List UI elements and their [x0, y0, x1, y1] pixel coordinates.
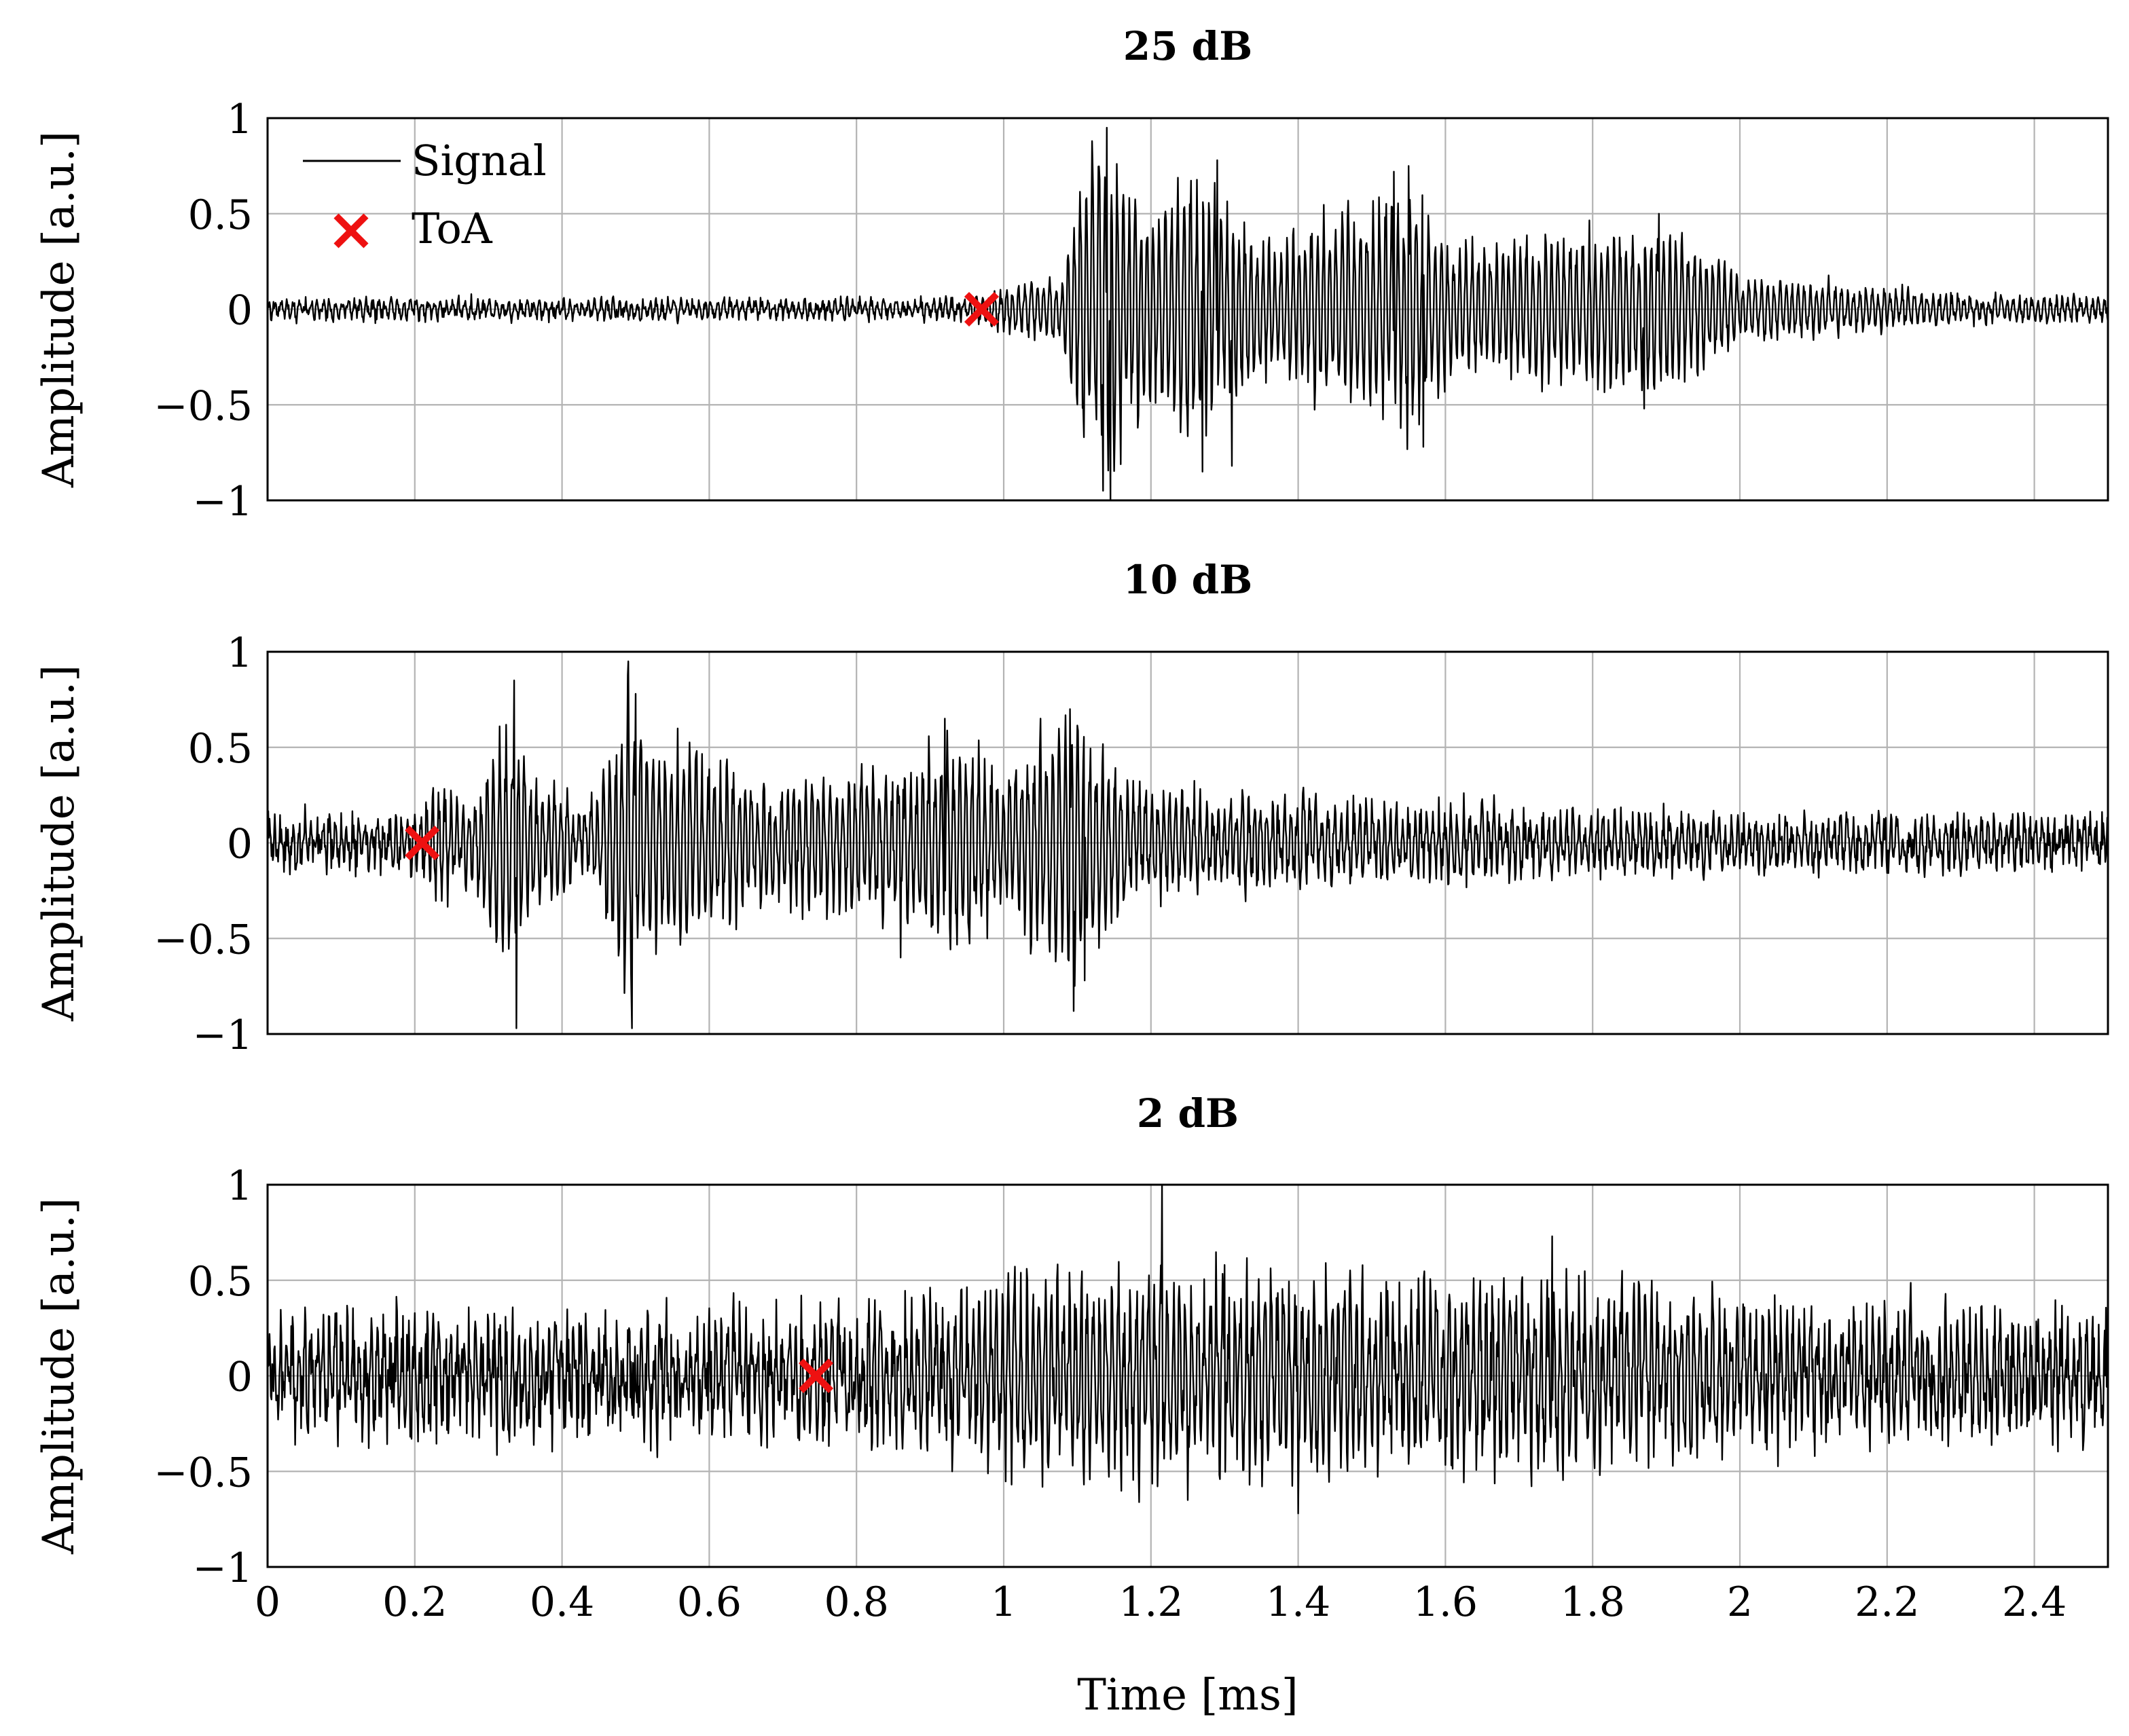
x-tick-label: 1.6: [1413, 1578, 1478, 1626]
y-axis-label: Amplitude [a.u.]: [34, 131, 84, 488]
y-tick-label: −0.5: [153, 916, 253, 963]
legend-label-toa: ToA: [412, 204, 493, 253]
panel-2: 10 dB 1 0.5 0 −0.5 −1 Amplitude [a.u.]: [34, 557, 2109, 1059]
y-tick-label: −0.5: [153, 382, 253, 430]
axes-frame: [266, 650, 2109, 1035]
x-tick-label: 0.2: [382, 1578, 447, 1626]
y-tick-label: −0.5: [153, 1449, 253, 1496]
y-tick-label: −1: [193, 1012, 253, 1059]
x-tick-label: 1.2: [1118, 1578, 1183, 1626]
y-tick-label: 1: [227, 1162, 253, 1210]
toa-marker: [799, 1358, 834, 1394]
y-tick-label: 0: [227, 287, 253, 335]
legend-x-icon: [333, 213, 369, 248]
y-tick-label: 0.5: [188, 725, 253, 773]
signal-line: [266, 1183, 2109, 1515]
x-tick-label: 2.4: [2002, 1578, 2067, 1626]
x-tick-label: 1.8: [1560, 1578, 1624, 1626]
panels: 25 dB 1 0.5 0 −0.5 −1 Amplitude [a.u.] Signal To…: [34, 23, 2109, 1626]
signal-line: [267, 126, 2109, 502]
x-tick-label: 2: [1727, 1578, 1753, 1626]
panel-title: 2 dB: [1137, 1090, 1239, 1137]
panel-title: 10 dB: [1123, 557, 1252, 603]
x-axis-label: Time [ms]: [1077, 1670, 1298, 1720]
legend: Signal ToA: [303, 136, 547, 253]
y-tick-label: 0.5: [188, 1258, 253, 1306]
x-tick-label: 1: [991, 1578, 1017, 1626]
y-tick-label: −1: [193, 1545, 253, 1592]
x-tick-label: 1.4: [1266, 1578, 1330, 1626]
y-tick-label: −1: [193, 478, 253, 525]
signal-line: [266, 660, 2109, 1029]
toa-marker: [405, 825, 440, 861]
panel-3: 2 dB 1 0.5 0 −0.5 −1 Amplitude [a.u.] 0 0.2 0.4 0.…: [34, 1090, 2109, 1626]
y-axis-label: Amplitude [a.u.]: [34, 665, 84, 1022]
toa-marker: [964, 291, 1000, 327]
panel-1: 25 dB 1 0.5 0 −0.5 −1 Amplitude [a.u.] Signal To…: [34, 23, 2109, 525]
x-tick-label: 0.4: [530, 1578, 594, 1626]
y-tick-label: 0: [227, 1354, 253, 1401]
x-tick-label: 0.6: [677, 1578, 742, 1626]
grid: [268, 1185, 2108, 1567]
axes-frame: [266, 117, 2109, 502]
y-tick-label: 1: [227, 629, 253, 677]
legend-label-signal: Signal: [412, 136, 547, 185]
y-tick-label: 0: [227, 821, 253, 868]
x-tick-label: 0.8: [824, 1578, 888, 1626]
axes-frame: [266, 1183, 2109, 1568]
x-tick-label: 0: [255, 1578, 280, 1626]
y-tick-label: 1: [227, 96, 253, 143]
y-tick-label: 0.5: [188, 191, 253, 239]
x-tick-label: 2.2: [1855, 1578, 1919, 1626]
panel-title: 25 dB: [1123, 23, 1252, 69]
y-axis-label: Amplitude [a.u.]: [34, 1198, 84, 1555]
